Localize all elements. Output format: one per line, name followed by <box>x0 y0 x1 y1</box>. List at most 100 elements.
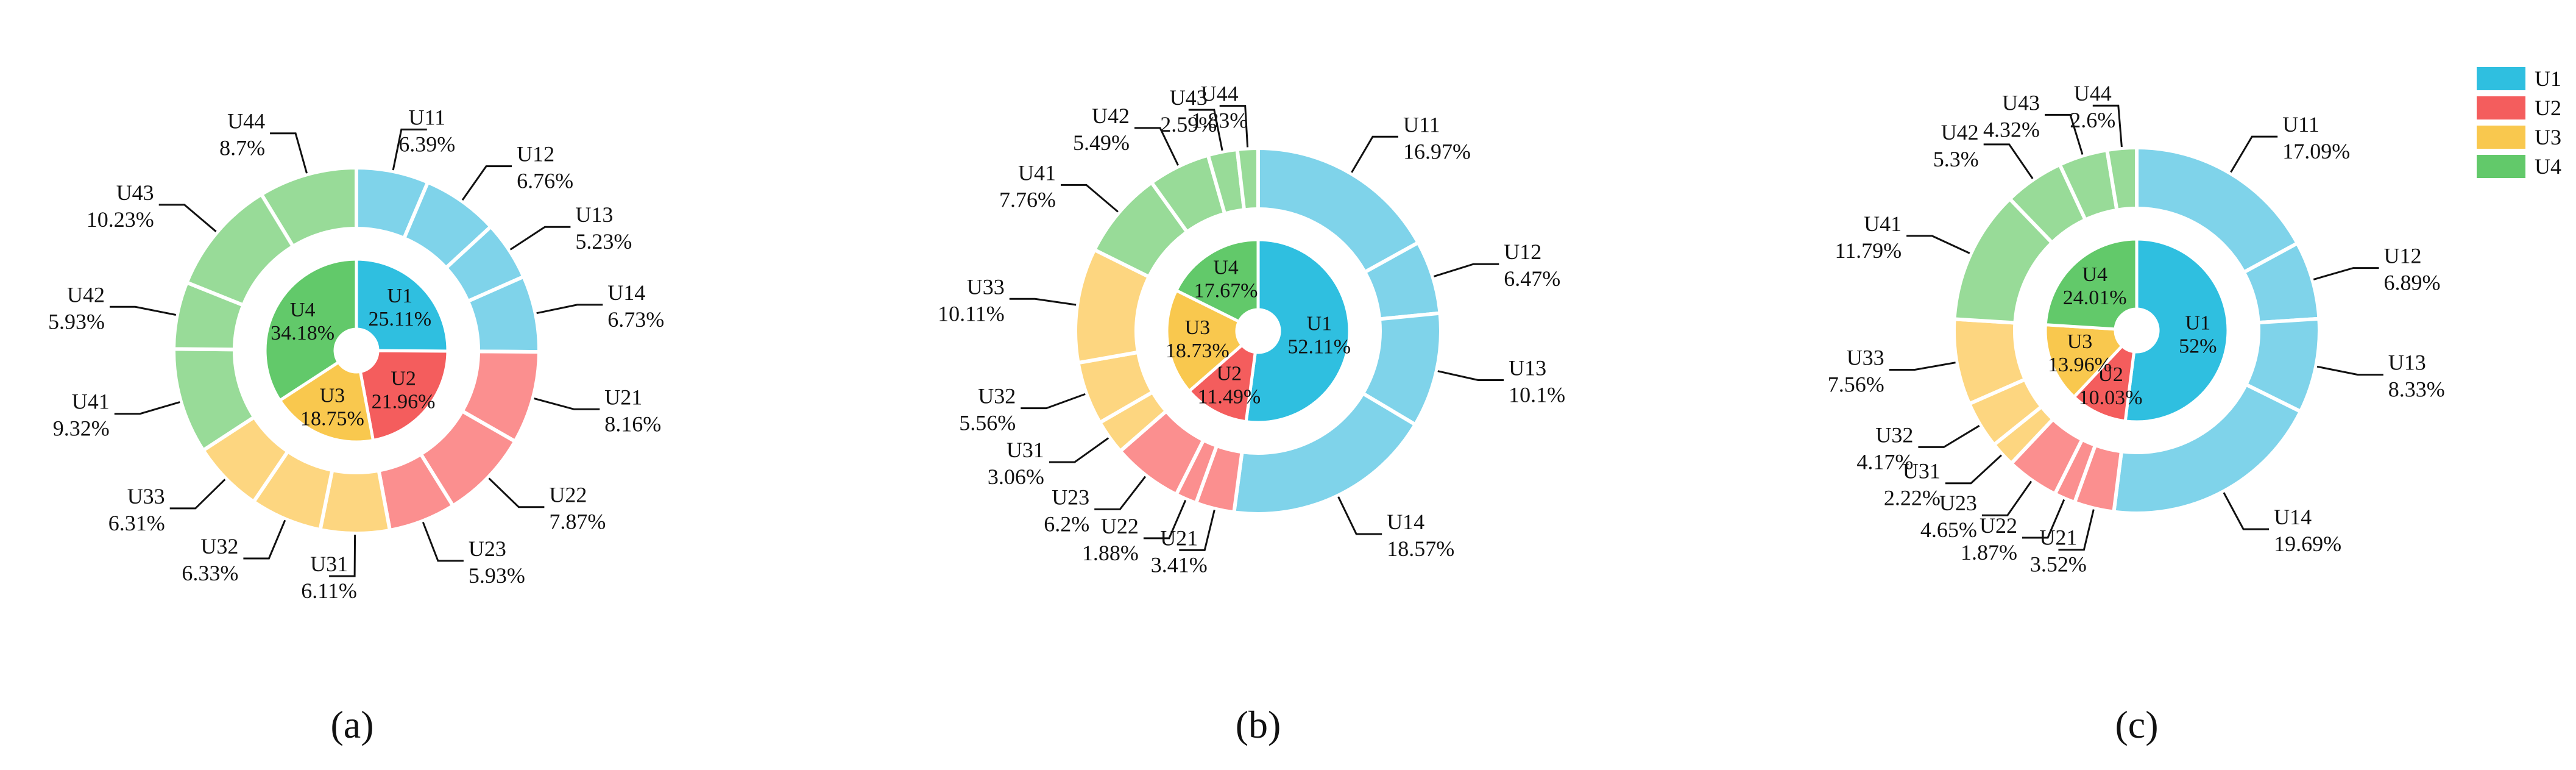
leader-line-u22 <box>488 477 545 508</box>
leader-line-u42 <box>110 305 176 316</box>
leader-line-u31 <box>1049 437 1109 463</box>
inner-label-u3: U3 13.96% <box>2048 330 2112 376</box>
leader-line-u14 <box>1337 496 1382 535</box>
leader-line-u21 <box>534 397 600 410</box>
inner-slice-u3 <box>2043 323 2125 399</box>
legend-label-u4: U4 <box>2535 154 2561 179</box>
outer-label-u33: U33 10.11% <box>938 274 1005 326</box>
panel-label-3: (c) <box>2115 703 2158 746</box>
outer-label-u43: U43 10.23% <box>87 180 154 232</box>
leader-line-u11 <box>1351 135 1398 173</box>
outer-label-u42: U42 5.49% <box>1073 104 1130 155</box>
leader-line-u33 <box>1009 298 1077 306</box>
outer-label-u14: U14 18.57% <box>1387 510 1454 561</box>
legend-swatch-u2 <box>2477 96 2525 119</box>
outer-label-u12: U12 6.76% <box>517 142 573 193</box>
leader-line-u22 <box>2022 499 2065 539</box>
outer-label-u43: U43 4.32% <box>1983 90 2040 141</box>
outer-slice-u44 <box>1235 146 1260 212</box>
outer-label-u13: U13 8.33% <box>2388 351 2445 402</box>
leader-line-u31 <box>1945 454 2002 485</box>
leader-line-u14 <box>536 304 603 315</box>
leader-line-u12 <box>2313 267 2379 280</box>
inner-label-u3: U3 18.73% <box>1166 316 1230 362</box>
leader-line-u42 <box>1134 127 1179 166</box>
inner-slice-u2 <box>2072 343 2136 423</box>
outer-label-u32: U32 5.56% <box>959 384 1016 435</box>
outer-label-u14: U14 19.69% <box>2274 505 2341 556</box>
outer-label-u44: U44 8.7% <box>219 109 265 160</box>
leader-line-u33 <box>1889 362 1956 371</box>
leader-line-u21 <box>1179 510 1215 551</box>
leader-line-u44 <box>270 132 308 174</box>
outer-label-u31: U31 6.11% <box>301 552 357 603</box>
leader-line-u13 <box>2316 365 2383 376</box>
leader-line-u33 <box>169 479 226 510</box>
leader-line-u11 <box>2230 135 2278 173</box>
leader-line-u41 <box>1906 235 1970 254</box>
legend-swatch-u3 <box>2477 126 2525 149</box>
donut-chart-2: U1 52.11% U2 11.49%U3 18.73% U4 17.67% U11 16.97… <box>938 82 1565 577</box>
outer-label-u33: U33 6.31% <box>108 484 165 535</box>
outer-label-u22: U22 7.87% <box>549 483 606 534</box>
inner-slice-u4 <box>1174 238 1260 324</box>
leader-line-u32 <box>243 519 286 560</box>
inner-slice-u2 <box>358 349 450 443</box>
legend-swatch-u1 <box>2477 67 2525 90</box>
outer-slice-u44 <box>2104 145 2139 213</box>
inner-slice-u1 <box>1244 238 1351 424</box>
outer-label-u32: U32 6.33% <box>182 534 238 585</box>
leader-line-u44 <box>1219 105 1249 148</box>
leader-line-u23 <box>422 521 464 562</box>
inner-label-u2: U2 11.49% <box>1198 363 1261 408</box>
leader-line-u21 <box>2058 509 2095 551</box>
leader-line-u43 <box>1188 109 1223 151</box>
inner-slice-u1 <box>2123 237 2230 424</box>
outer-slice-u44 <box>258 165 358 249</box>
outer-label-u31: U31 3.06% <box>988 438 1044 489</box>
outer-label-u11: U11 17.09% <box>2282 112 2350 163</box>
inner-slice-u3 <box>277 360 375 444</box>
outer-label-u22: U22 1.87% <box>1961 513 2017 565</box>
legend-swatch-u4 <box>2477 155 2525 178</box>
outer-slice-u14 <box>2112 382 2303 515</box>
outer-label-u23: U23 4.65% <box>1920 491 1977 542</box>
inner-label-u4: U4 17.67% <box>1194 257 1258 302</box>
outer-label-u21: U21 3.41% <box>1151 526 1208 577</box>
inner-label-u3: U3 18.75% <box>300 384 364 430</box>
leader-line-u42 <box>1983 143 2034 179</box>
leader-line-u43 <box>158 204 217 232</box>
donut-chart-3: U1 52% U2 10.03%U3 13.96% U4 24.01% U11 17.09% U1… <box>1828 81 2445 577</box>
leader-line-u11 <box>392 128 427 171</box>
inner-label-u1: U1 25.11% <box>369 285 432 330</box>
leader-line-u31 <box>329 534 356 577</box>
outer-label-u12: U12 6.47% <box>1504 240 1560 291</box>
inner-slice-u3 <box>1165 288 1245 394</box>
inner-label-u1: U1 52% <box>2179 312 2217 357</box>
outer-label-u13: U13 5.23% <box>575 202 632 254</box>
inner-slice-u1 <box>355 257 450 353</box>
inner-label-u4: U4 34.18% <box>271 299 334 344</box>
legend-label-u1: U1 <box>2535 66 2561 91</box>
outer-label-u41: U41 11.79% <box>1835 212 1902 263</box>
leader-line-u43 <box>2045 113 2084 155</box>
leader-line-u22 <box>1143 499 1187 540</box>
outer-label-u14: U14 6.73% <box>607 280 664 332</box>
leader-line-u44 <box>2092 104 2123 148</box>
leader-line-u32 <box>1918 425 1980 448</box>
leader-line-u41 <box>1061 184 1119 213</box>
inner-label-u2: U2 21.96% <box>372 368 436 413</box>
legend-label-u3: U3 <box>2535 125 2561 149</box>
donut-chart-1: U1 25.11% U2 21.96%U3 18.75% U4 34.18% U11 6.39%… <box>48 105 664 603</box>
outer-label-u32: U32 4.17% <box>1856 422 1913 474</box>
leader-line-u14 <box>2223 492 2270 530</box>
outer-label-u13: U13 10.1% <box>1509 356 1565 407</box>
leader-line-u23 <box>1094 476 1147 510</box>
panel-label-1: (a) <box>330 703 373 746</box>
inner-slice-u4 <box>2043 237 2139 331</box>
inner-slice-u2 <box>1187 343 1258 424</box>
outer-label-u11: U11 16.97% <box>1403 112 1471 163</box>
outer-label-u42: U42 5.3% <box>1933 120 1979 171</box>
